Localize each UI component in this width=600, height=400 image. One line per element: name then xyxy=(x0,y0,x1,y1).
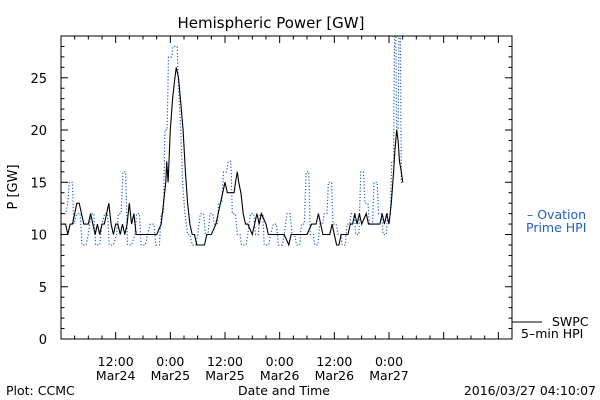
footer-timestamp: 2016/03/27 04:10:07 xyxy=(464,383,596,398)
chart-title: Hemispheric Power [GW] xyxy=(178,14,365,32)
x-tick-label-date: Mar25 xyxy=(151,368,191,383)
y-tick-label: 0 xyxy=(39,333,47,348)
x-tick-label-time: 12:00 xyxy=(98,354,134,369)
plot-frame xyxy=(60,35,513,340)
x-tick-label-time: 0:00 xyxy=(266,354,294,369)
series-lines xyxy=(61,36,404,247)
axes xyxy=(60,35,513,340)
x-ticks: 12:00Mar240:00Mar2512:00Mar250:00Mar2612… xyxy=(74,36,499,383)
legend-swpc: SWPC 5–min HPI xyxy=(512,314,589,341)
x-tick-label-date: Mar25 xyxy=(205,368,245,383)
y-axis-label: P [GW] xyxy=(6,164,21,209)
legend-swpc-line2: 5–min HPI xyxy=(521,326,583,341)
y-tick-label: 15 xyxy=(30,176,47,191)
x-tick-label-time: 0:00 xyxy=(375,354,403,369)
y-ticks: 0 5 10 15 20 25 xyxy=(30,35,512,348)
x-tick-label-time: 0:00 xyxy=(156,354,184,369)
series-line-swpc-5min-hpi xyxy=(61,67,404,247)
x-tick-label-date: Mar26 xyxy=(315,368,355,383)
y-tick-label: 10 xyxy=(30,229,47,244)
x-tick-label-time: 12:00 xyxy=(316,354,352,369)
footer-plot-credit: Plot: CCMC xyxy=(6,383,75,398)
legend-ovation-line1: – Ovation xyxy=(527,207,586,222)
y-tick-label: 5 xyxy=(39,281,47,296)
legend-ovation-line2: Prime HPI xyxy=(526,220,586,235)
x-tick-label-date: Mar26 xyxy=(260,368,300,383)
x-tick-label-date: Mar24 xyxy=(96,368,136,383)
x-axis-label: Date and Time xyxy=(238,383,330,398)
y-tick-label: 25 xyxy=(30,72,47,87)
legend-swpc-line1: SWPC xyxy=(552,314,589,329)
x-tick-label-time: 12:00 xyxy=(207,354,243,369)
y-tick-label: 20 xyxy=(30,124,47,139)
legend-ovation: – Ovation Prime HPI xyxy=(526,207,586,235)
x-tick-label-date: Mar27 xyxy=(369,368,409,383)
